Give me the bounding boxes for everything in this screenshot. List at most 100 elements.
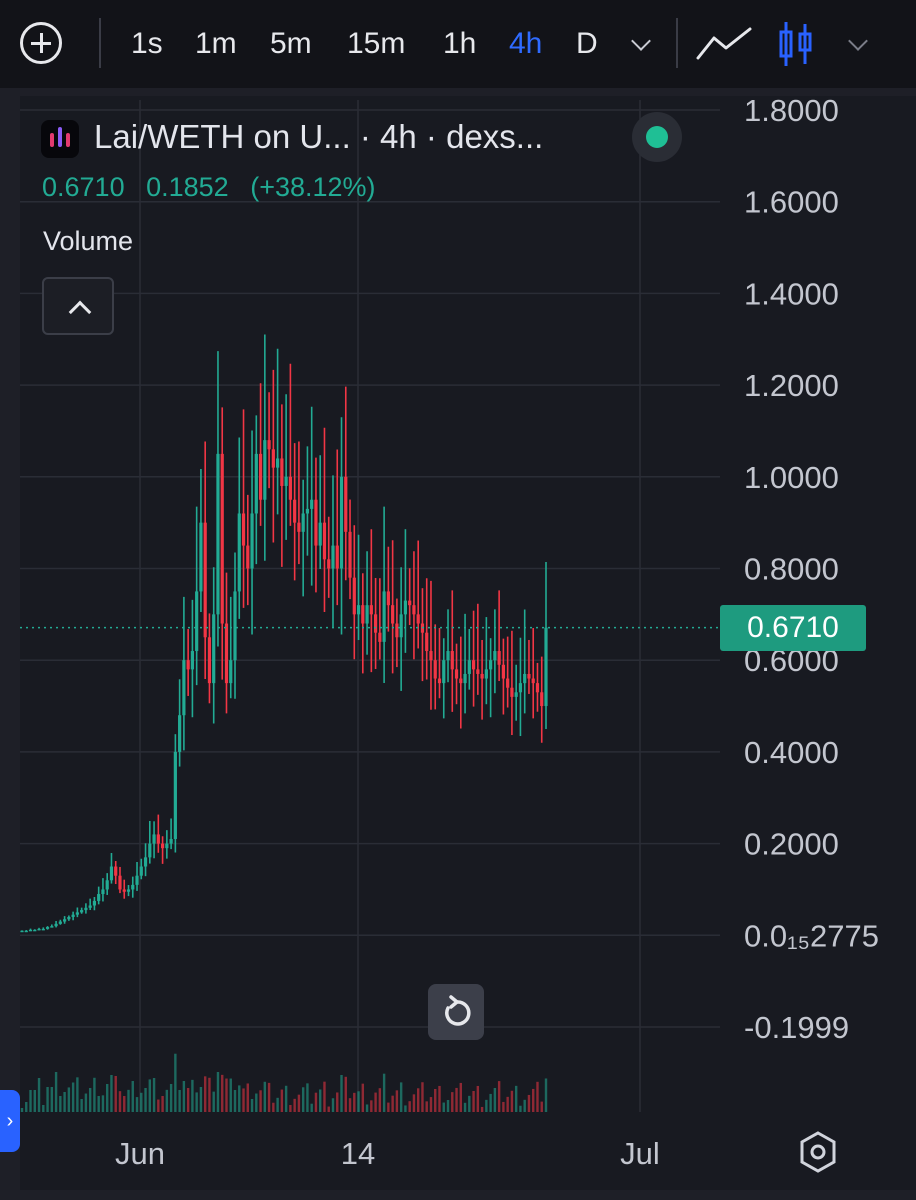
timeframe-1m[interactable]: 1m bbox=[195, 27, 237, 60]
volume-bar bbox=[195, 1092, 198, 1112]
volume-bar bbox=[374, 1092, 377, 1112]
x-tick-label: Jun bbox=[115, 1136, 165, 1171]
legend-values: 0.6710 0.1852 (+38.12%) bbox=[42, 172, 390, 203]
volume-bar bbox=[412, 1094, 416, 1112]
candle-body bbox=[412, 605, 416, 615]
candle-body bbox=[382, 591, 386, 642]
volume-bar bbox=[378, 1088, 382, 1112]
candle-body bbox=[267, 440, 271, 450]
volume-bar bbox=[425, 1101, 428, 1112]
collapse-legend-button[interactable] bbox=[42, 277, 114, 335]
volume-bar bbox=[186, 1088, 190, 1112]
volume-bar bbox=[306, 1083, 309, 1112]
candle-body bbox=[497, 651, 501, 665]
candle-body bbox=[365, 605, 369, 624]
volume-bar bbox=[506, 1096, 509, 1112]
timeframe-d[interactable]: D bbox=[576, 27, 598, 60]
volume-bar bbox=[106, 1084, 109, 1112]
y-tick-label: 0.2000 bbox=[744, 827, 839, 862]
candle-body bbox=[71, 914, 75, 917]
candle-body bbox=[514, 692, 518, 697]
candle-body bbox=[352, 577, 356, 615]
volume-bar bbox=[476, 1085, 480, 1112]
candle-body bbox=[131, 884, 135, 890]
volume-bar bbox=[233, 1090, 237, 1112]
candle-body bbox=[92, 900, 97, 906]
volume-bar bbox=[123, 1096, 126, 1112]
candle-body bbox=[237, 513, 241, 592]
candle-body bbox=[442, 660, 446, 684]
volume-bar bbox=[408, 1101, 411, 1112]
candle-body bbox=[118, 875, 122, 890]
candle-body bbox=[480, 673, 484, 679]
volume-bar bbox=[340, 1075, 343, 1112]
expand-sidebar-tab[interactable]: › bbox=[0, 1090, 20, 1152]
settings-gear-icon[interactable] bbox=[796, 1130, 840, 1174]
timeframe-4h[interactable]: 4h bbox=[509, 27, 543, 60]
volume-bar bbox=[101, 1095, 105, 1112]
candle-body bbox=[331, 545, 335, 569]
candle-body bbox=[318, 522, 322, 546]
reset-icon bbox=[445, 995, 471, 1026]
timeframe-15m[interactable]: 15m bbox=[347, 27, 406, 60]
volume-bar bbox=[336, 1092, 339, 1112]
last-price-tag: 0.6710 bbox=[720, 605, 866, 651]
status-dot-icon bbox=[646, 126, 668, 148]
volume-bar bbox=[284, 1085, 288, 1112]
y-tick-label: 1.2000 bbox=[744, 368, 839, 403]
candle-body bbox=[310, 499, 314, 509]
candle-body bbox=[437, 678, 442, 684]
volume-bar bbox=[519, 1105, 522, 1112]
volume-bar bbox=[50, 1087, 54, 1112]
volume-bar bbox=[523, 1099, 526, 1112]
candle-body bbox=[284, 476, 288, 486]
timeframe-1s[interactable]: 1s bbox=[131, 27, 163, 60]
candle-body bbox=[229, 660, 233, 684]
volume-bar bbox=[502, 1101, 505, 1112]
candle-body bbox=[75, 912, 79, 915]
volume-bar bbox=[191, 1079, 194, 1112]
candle-body bbox=[369, 605, 373, 615]
candle-body bbox=[233, 591, 237, 661]
candle-body bbox=[403, 600, 408, 615]
volume-bar bbox=[250, 1099, 254, 1112]
volume-bar bbox=[46, 1087, 49, 1112]
volume-bar bbox=[110, 1075, 113, 1112]
y-tick-label: 1.8000 bbox=[744, 93, 839, 128]
candle-body bbox=[373, 614, 378, 633]
timeframe-5m[interactable]: 5m bbox=[270, 27, 312, 60]
volume-bar bbox=[259, 1090, 262, 1112]
volume-bar bbox=[67, 1087, 71, 1112]
top-toolbar: 1s 1m 5m 15m 1h 4h D bbox=[0, 0, 916, 88]
volume-bar bbox=[293, 1098, 296, 1112]
volume-bar bbox=[161, 1096, 164, 1112]
y-tick-label: 1.6000 bbox=[744, 185, 839, 220]
volume-bar bbox=[263, 1081, 267, 1112]
volume-bar bbox=[93, 1077, 96, 1112]
reset-chart-button[interactable] bbox=[428, 984, 484, 1040]
volume-bar bbox=[42, 1105, 45, 1112]
volume-bar bbox=[221, 1074, 224, 1112]
candle-body bbox=[501, 664, 505, 679]
line-chart-icon[interactable] bbox=[696, 26, 754, 62]
volume-bar bbox=[344, 1076, 347, 1112]
add-symbol-icon[interactable] bbox=[20, 22, 62, 64]
y-tick-label: -0.1999 bbox=[744, 1010, 849, 1045]
candle-body bbox=[50, 926, 54, 928]
candles-chart-type-icon[interactable] bbox=[776, 20, 816, 68]
candle-body bbox=[203, 522, 207, 638]
volume-bar bbox=[514, 1085, 518, 1112]
volume-bar bbox=[127, 1089, 130, 1112]
candle-body bbox=[241, 513, 246, 546]
candle-body bbox=[190, 651, 195, 670]
candle-body bbox=[344, 476, 348, 532]
timeframe-1h[interactable]: 1h bbox=[443, 27, 477, 60]
volume-bar bbox=[485, 1099, 488, 1112]
y-tick-label: 1.0000 bbox=[744, 460, 839, 495]
candle-body bbox=[544, 627, 548, 707]
candle-body bbox=[97, 894, 101, 901]
volume-bar bbox=[310, 1103, 313, 1112]
volume-bar bbox=[178, 1090, 181, 1112]
x-tick-label: 14 bbox=[341, 1136, 375, 1171]
candle-body bbox=[139, 866, 143, 876]
